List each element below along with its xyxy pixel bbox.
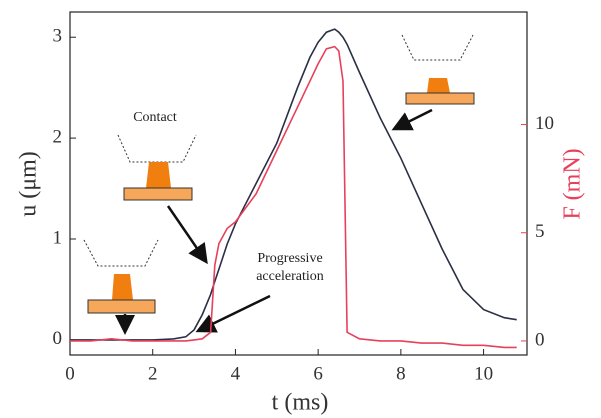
y-tick-label: 3 xyxy=(53,26,63,47)
icons xyxy=(83,34,475,314)
plot-frame xyxy=(69,11,528,356)
base xyxy=(123,187,193,201)
x-tick-label: 0 xyxy=(65,363,75,384)
x-tick-label: 4 xyxy=(231,363,241,384)
annotation: acceleration xyxy=(256,269,324,284)
y2-tick-label: 5 xyxy=(535,221,545,242)
y-tick-label: 2 xyxy=(53,126,63,147)
arrow xyxy=(391,108,433,131)
y2-tick-label: 0 xyxy=(535,329,545,350)
arrow xyxy=(166,205,208,265)
indenter-outline xyxy=(401,34,474,61)
x-tick-label: 8 xyxy=(396,363,406,384)
x-tick-label: 10 xyxy=(474,363,493,384)
y-tick-label: 1 xyxy=(53,227,63,248)
y2-axis-label: F (mN) xyxy=(560,148,586,219)
indenter xyxy=(146,162,171,188)
indenter xyxy=(427,78,450,93)
y-tick-label: 0 xyxy=(53,328,63,349)
base xyxy=(405,92,475,105)
series-line xyxy=(70,28,517,341)
indenter xyxy=(112,274,133,300)
series-line xyxy=(70,45,517,349)
x-tick-label: 6 xyxy=(313,363,323,384)
annotation: Progressive xyxy=(257,251,322,266)
indenter-outline xyxy=(83,239,159,267)
y-axis-label: u (μm) xyxy=(16,151,42,217)
x-axis-label: t (ms) xyxy=(272,390,329,416)
x-tick-label: 2 xyxy=(148,363,158,384)
indenter-outline xyxy=(117,134,197,163)
y2-tick-label: 10 xyxy=(535,113,554,134)
base xyxy=(87,299,156,314)
annotation: Contact xyxy=(133,110,177,125)
